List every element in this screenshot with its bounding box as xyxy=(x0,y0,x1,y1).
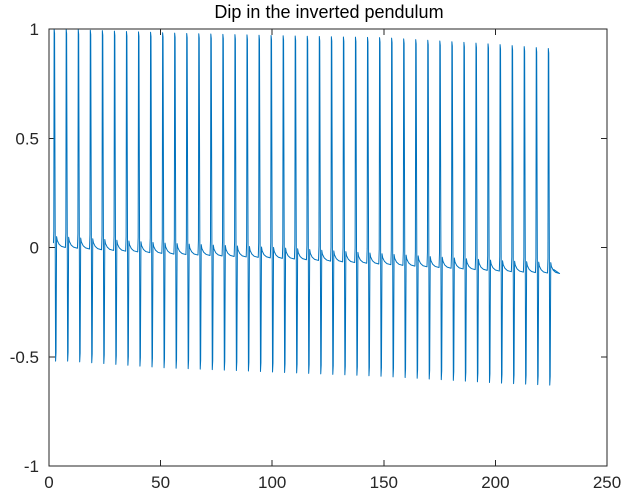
y-tick-label: 0.5 xyxy=(15,129,39,148)
x-tick-label: 0 xyxy=(44,473,53,492)
x-tick-label: 150 xyxy=(370,473,398,492)
axes-box xyxy=(48,28,608,467)
axis-ticks xyxy=(48,28,608,467)
series-line xyxy=(52,28,561,386)
x-tick-label: 50 xyxy=(151,473,170,492)
y-tick-label: 1 xyxy=(30,20,39,39)
tick-labels: 0 50 100 150 200 250 -1 -0.5 0 0.5 1 xyxy=(10,20,621,492)
x-tick-label: 250 xyxy=(593,473,621,492)
y-tick-label: 0 xyxy=(30,239,39,258)
y-tick-label: -0.5 xyxy=(10,348,39,367)
y-tick-label: -1 xyxy=(24,457,39,476)
x-tick-label: 100 xyxy=(258,473,286,492)
plot-area xyxy=(52,28,561,386)
chart-title: Dip in the inverted pendulum xyxy=(214,2,443,22)
x-tick-label: 200 xyxy=(481,473,509,492)
